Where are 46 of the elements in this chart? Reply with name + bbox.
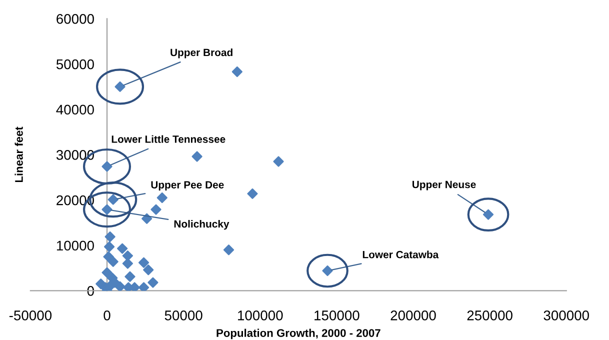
x-axis-title: Population Growth, 2000 - 2007 <box>216 328 380 340</box>
point <box>138 257 150 268</box>
point <box>223 244 234 256</box>
annotation: Lower Catawba <box>362 250 439 258</box>
annotation: Upper Neuse <box>412 180 476 190</box>
point <box>108 194 118 205</box>
x-tick-label: -50000 <box>9 310 52 320</box>
y-tick-label: 50000 <box>56 59 94 70</box>
point <box>122 250 133 262</box>
y-tick-label: 60000 <box>56 14 94 24</box>
point <box>143 264 154 276</box>
point <box>124 271 136 282</box>
x-tick-label: 0 <box>104 310 110 320</box>
x-tick-label: 250000 <box>467 310 512 320</box>
x-tick-label: 50000 <box>164 310 202 320</box>
x-tick-label: 300000 <box>544 310 589 320</box>
point <box>102 204 112 215</box>
point <box>122 258 133 269</box>
y-tick-label: 40000 <box>56 104 94 115</box>
annotation: Upper Broad <box>170 48 232 58</box>
annotation: Upper Pee Dee <box>151 181 224 191</box>
point <box>114 81 126 92</box>
y-tick-label: 10000 <box>56 240 94 251</box>
point <box>156 192 168 204</box>
point <box>104 231 116 242</box>
annotation: Nolichucky <box>174 220 230 230</box>
point <box>102 161 112 172</box>
point <box>138 282 150 291</box>
x-tick-label: 100000 <box>238 310 283 320</box>
point <box>150 204 162 215</box>
point <box>273 156 284 167</box>
point <box>192 151 202 162</box>
point <box>232 66 242 78</box>
annotation: Lower Little Tennessee <box>112 135 226 143</box>
x-tick-label: 200000 <box>390 310 436 320</box>
point <box>114 281 126 291</box>
point <box>104 241 115 252</box>
point <box>142 213 152 224</box>
y-tick-label: 0 <box>87 286 94 296</box>
point <box>148 277 158 288</box>
point <box>108 256 118 267</box>
point <box>247 188 258 199</box>
x-tick-label: 150000 <box>314 310 360 320</box>
point <box>117 243 128 254</box>
y-axis-title: Linear feet <box>14 126 23 182</box>
point <box>102 267 112 278</box>
